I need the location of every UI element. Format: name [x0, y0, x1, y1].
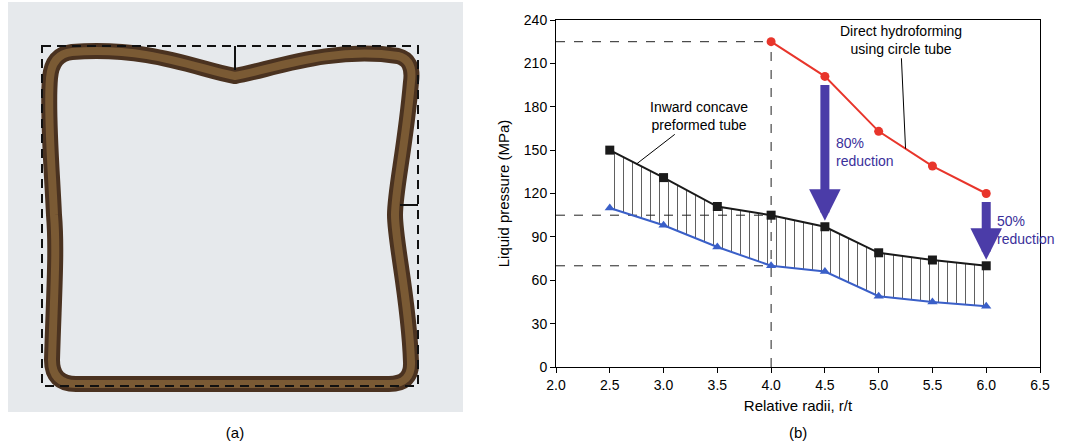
svg-text:60: 60	[532, 272, 548, 288]
svg-text:120: 120	[524, 185, 548, 201]
svg-text:150: 150	[524, 142, 548, 158]
svg-text:50%reduction: 50%reduction	[997, 213, 1055, 247]
svg-text:6.0: 6.0	[976, 377, 996, 393]
svg-text:2.0: 2.0	[546, 377, 566, 393]
svg-text:Liquid pressure (MPa): Liquid pressure (MPa)	[495, 120, 512, 268]
svg-text:6.5: 6.5	[1030, 377, 1050, 393]
svg-text:5.0: 5.0	[869, 377, 889, 393]
svg-text:(a): (a)	[226, 424, 244, 441]
svg-text:Relative radii, r/t: Relative radii, r/t	[744, 397, 853, 414]
svg-text:3.5: 3.5	[708, 377, 728, 393]
svg-text:4.5: 4.5	[815, 377, 835, 393]
svg-text:2.5: 2.5	[600, 377, 620, 393]
svg-text:5.5: 5.5	[923, 377, 943, 393]
svg-text:30: 30	[532, 316, 548, 332]
svg-text:0: 0	[539, 359, 547, 375]
svg-text:(b): (b)	[789, 424, 807, 441]
svg-text:90: 90	[532, 229, 548, 245]
svg-text:180: 180	[524, 99, 548, 115]
svg-text:210: 210	[524, 55, 548, 71]
svg-text:Inward concavepreformed tube: Inward concavepreformed tube	[650, 99, 748, 133]
svg-text:240: 240	[524, 12, 548, 28]
svg-text:80%reduction: 80%reduction	[836, 135, 894, 169]
svg-text:3.0: 3.0	[654, 377, 674, 393]
svg-text:4.0: 4.0	[761, 377, 781, 393]
svg-text:Direct hydroformingusing circl: Direct hydroformingusing circle tube	[840, 23, 962, 57]
